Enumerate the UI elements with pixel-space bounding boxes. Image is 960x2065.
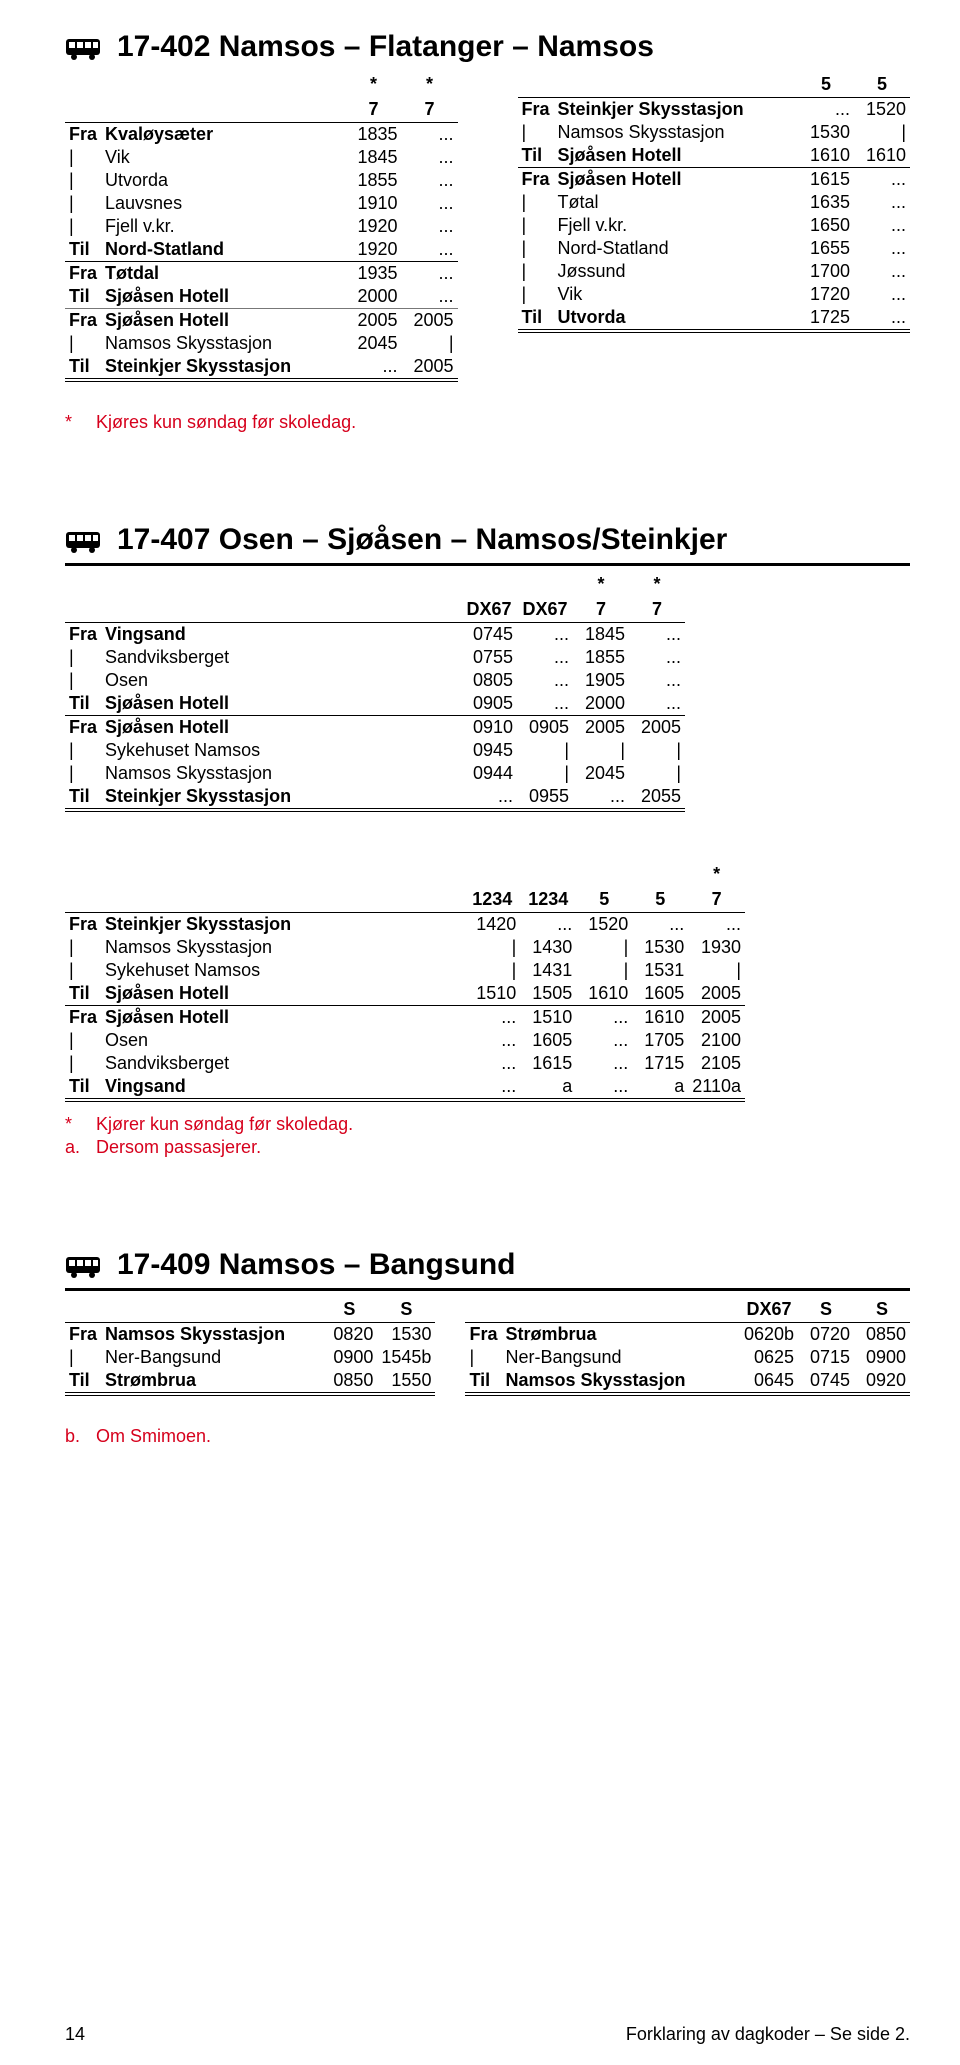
bus-icon bbox=[65, 1253, 101, 1277]
note-prefix: * bbox=[65, 1114, 91, 1135]
timetable-407-top: **DX67DX6777FraVingsand0745...1845...|Sa… bbox=[65, 572, 685, 812]
timetable-409-right: DX67SSFraStrømbrua0620b07200850|Ner-Bang… bbox=[465, 1297, 910, 1396]
note-407-2: a. Dersom passasjerer. bbox=[65, 1137, 910, 1158]
timetable-409-left: SSFraNamsos Skysstasjon08201530|Ner-Bang… bbox=[65, 1297, 435, 1396]
page-footer: 14 Forklaring av dagkoder – Se side 2. bbox=[65, 2024, 910, 2045]
route-header-402: 17-402 Namsos – Flatanger – Namsos bbox=[65, 30, 910, 64]
route-402-tables: **77FraKvaløysæter1835...|Vik1845...|Utv… bbox=[65, 72, 910, 382]
route-header-409: 17-409 Namsos – Bangsund bbox=[65, 1248, 910, 1282]
note-409: b. Om Smimoen. bbox=[65, 1426, 910, 1447]
page-number: 14 bbox=[65, 2024, 85, 2045]
footer-note: Forklaring av dagkoder – Se side 2. bbox=[626, 2024, 910, 2045]
note-407-1: * Kjører kun søndag før skoledag. bbox=[65, 1114, 910, 1135]
timetable-402-right: 55FraSteinkjer Skysstasjon...1520|Namsos… bbox=[518, 72, 911, 333]
rule bbox=[65, 1288, 910, 1291]
note-prefix: b. bbox=[65, 1426, 91, 1447]
rule bbox=[65, 563, 910, 566]
route-409-tables: SSFraNamsos Skysstasjon08201530|Ner-Bang… bbox=[65, 1297, 910, 1396]
bus-icon bbox=[65, 528, 101, 552]
note-prefix: * bbox=[65, 412, 91, 433]
timetable-402-left: **77FraKvaløysæter1835...|Vik1845...|Utv… bbox=[65, 72, 458, 382]
note-prefix: a. bbox=[65, 1137, 91, 1158]
note-text: Dersom passasjerer. bbox=[96, 1137, 261, 1157]
note-text: Kjører kun søndag før skoledag. bbox=[96, 1114, 353, 1134]
timetable-407-bottom: *12341234557FraSteinkjer Skysstasjon1420… bbox=[65, 862, 745, 1102]
route-title: 17-409 Namsos – Bangsund bbox=[117, 1248, 515, 1282]
note-text: Om Smimoen. bbox=[96, 1426, 211, 1446]
route-title: 17-407 Osen – Sjøåsen – Namsos/Steinkjer bbox=[117, 523, 727, 557]
note-402: * Kjøres kun søndag før skoledag. bbox=[65, 412, 910, 433]
bus-icon bbox=[65, 35, 101, 59]
note-text: Kjøres kun søndag før skoledag. bbox=[96, 412, 356, 432]
route-title: 17-402 Namsos – Flatanger – Namsos bbox=[117, 30, 654, 64]
route-header-407: 17-407 Osen – Sjøåsen – Namsos/Steinkjer bbox=[65, 523, 910, 557]
